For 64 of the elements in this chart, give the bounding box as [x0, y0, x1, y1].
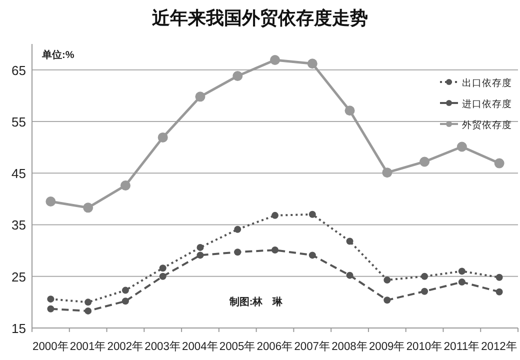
- legend-label: 出口依存度: [462, 77, 512, 89]
- point: [346, 272, 354, 279]
- point: [421, 288, 428, 295]
- point: [346, 238, 354, 245]
- point: [382, 168, 392, 178]
- point: [421, 272, 428, 280]
- x-tick-label: 2008年: [332, 340, 370, 353]
- annotation: 制图:林 琳: [228, 296, 284, 308]
- x-tick-label: 2004年: [182, 340, 220, 353]
- point: [270, 55, 280, 66]
- annotation: 单位:%: [41, 49, 74, 61]
- point: [272, 246, 278, 254]
- point: [384, 296, 391, 304]
- x-tick-label: 2012年: [481, 340, 519, 353]
- point: [234, 248, 242, 256]
- point: [234, 226, 242, 233]
- x-tick-label: 2000年: [32, 340, 70, 353]
- x-tick-label: 2003年: [144, 340, 182, 353]
- y-tick-label: 45: [12, 166, 26, 182]
- point: [195, 92, 206, 102]
- point: [458, 268, 466, 275]
- x-tick-label: 2001年: [70, 340, 108, 353]
- point: [196, 252, 204, 259]
- point: [496, 274, 503, 281]
- point: [158, 132, 168, 142]
- point: [196, 244, 204, 251]
- x-tick-label: 2002年: [107, 340, 145, 353]
- x-tick-label: 2011年: [444, 340, 480, 353]
- point: [456, 142, 467, 152]
- point: [122, 286, 129, 294]
- point: [420, 156, 430, 167]
- point: [46, 196, 56, 206]
- y-tick-label: 65: [12, 62, 26, 78]
- point: [84, 307, 92, 314]
- point: [272, 212, 278, 219]
- point: [496, 288, 503, 296]
- point: [47, 305, 54, 312]
- point: [84, 298, 92, 306]
- legend-label: 进口依存度: [462, 98, 512, 110]
- x-tick-label: 2010年: [406, 340, 444, 353]
- y-tick-label: 55: [12, 114, 26, 130]
- point: [344, 106, 355, 116]
- point: [47, 296, 54, 303]
- y-tick-label: 15: [12, 321, 26, 336]
- point: [494, 158, 504, 168]
- x-tick-label: 2006年: [256, 340, 294, 353]
- point: [120, 180, 130, 190]
- legend-label: 外贸依存度: [462, 119, 512, 131]
- point: [458, 278, 466, 286]
- point: [122, 298, 129, 305]
- chart-title: 近年来我国外贸依存度走势: [151, 8, 368, 29]
- x-tick-label: 2007年: [294, 340, 332, 353]
- point: [307, 58, 318, 69]
- point: [159, 272, 166, 280]
- x-tick-label: 2009年: [368, 340, 407, 353]
- point: [159, 264, 166, 272]
- point: [232, 71, 243, 82]
- point: [308, 252, 316, 259]
- x-tick-label: 2005年: [219, 340, 258, 353]
- point: [83, 202, 94, 213]
- y-tick-label: 25: [12, 269, 26, 284]
- point: [384, 276, 391, 284]
- point: [308, 210, 316, 218]
- y-tick-label: 35: [12, 218, 26, 233]
